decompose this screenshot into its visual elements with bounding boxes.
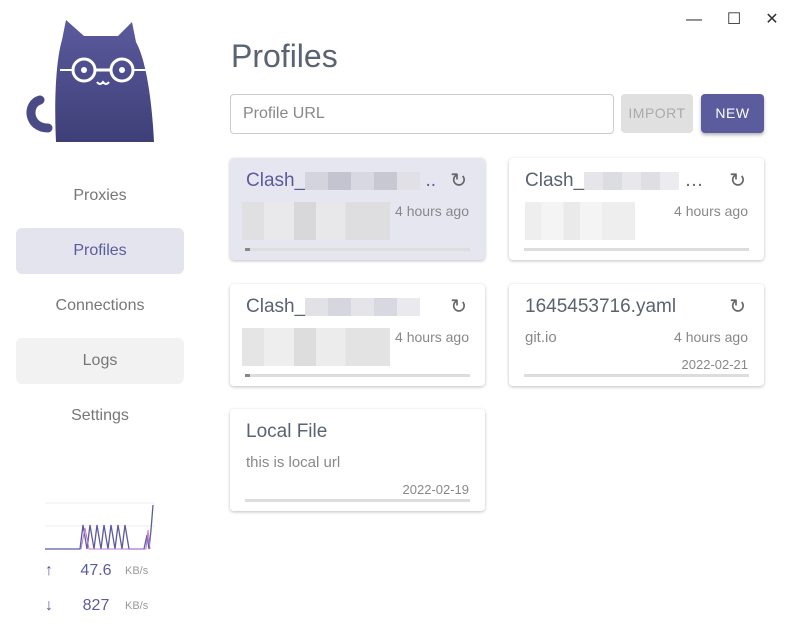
profile-url-input[interactable] <box>230 94 614 134</box>
usage-bar <box>245 248 470 251</box>
expire-date: 2022-02-19 <box>402 482 470 497</box>
download-value: 827 <box>82 597 110 614</box>
profile-card[interactable]: Clash_ ↻ 4 hours ago <box>230 284 485 386</box>
minimize-button[interactable]: — <box>686 11 702 28</box>
refresh-icon[interactable]: ↻ <box>729 170 746 192</box>
refresh-icon[interactable]: ↻ <box>729 296 746 318</box>
usage-bar <box>245 499 470 502</box>
profile-card[interactable]: 1645453716.yaml ↻ git.io 4 hours ago 202… <box>509 284 764 386</box>
upload-speed: ↑ 47.6 KB/s <box>45 562 148 580</box>
usage-bar <box>245 374 470 377</box>
sidebar-item-settings[interactable]: Settings <box>71 407 129 424</box>
updated-time: 4 hours ago <box>674 203 748 219</box>
profile-desc: git.io <box>525 329 557 346</box>
page-title: Profiles <box>231 38 338 74</box>
upload-unit: KB/s <box>125 565 149 577</box>
profile-name: 1645453716.yaml <box>525 296 677 317</box>
updated-time: 4 hours ago <box>674 329 748 345</box>
sidebar-item-connections[interactable]: Connections <box>55 297 145 314</box>
arrow-down-icon: ↓ <box>45 597 53 614</box>
refresh-icon[interactable]: ↻ <box>450 296 467 318</box>
updated-time: 4 hours ago <box>395 203 469 219</box>
arrow-up-icon: ↑ <box>45 562 53 579</box>
profile-card[interactable]: Local File this is local url 2022-02-19 <box>230 409 485 511</box>
usage-bar <box>524 248 749 251</box>
sidebar-item-proxies[interactable]: Proxies <box>73 187 127 204</box>
refresh-icon[interactable]: ↻ <box>450 170 467 192</box>
new-button[interactable]: NEW <box>701 94 764 133</box>
import-button[interactable]: IMPORT <box>621 94 693 133</box>
upload-value: 47.6 <box>80 562 112 579</box>
cat-logo <box>26 20 154 142</box>
maximize-button[interactable]: ☐ <box>726 11 742 28</box>
updated-time: 4 hours ago <box>395 329 469 345</box>
download-unit: KB/s <box>125 600 149 612</box>
profile-card[interactable]: Clash_ .. ↻ 4 hours ago <box>230 158 485 260</box>
profile-name: Local File <box>246 421 328 442</box>
expire-date: 2022-02-21 <box>681 357 749 372</box>
close-button[interactable]: ✕ <box>765 11 779 28</box>
traffic-graph <box>45 502 155 550</box>
profile-name: Clash_ .. <box>246 170 436 191</box>
sidebar: Proxies Profiles Connections Logs Settin… <box>0 0 200 626</box>
profile-card[interactable]: Clash_ … ↻ 4 hours ago <box>509 158 764 260</box>
sidebar-item-logs[interactable]: Logs <box>16 338 184 384</box>
profile-name: Clash_ <box>246 296 421 318</box>
profile-desc: this is local url <box>246 454 341 471</box>
usage-bar <box>524 374 749 377</box>
download-speed: ↓ 827 KB/s <box>45 597 148 615</box>
profile-name: Clash_ … <box>525 170 704 191</box>
sidebar-item-profiles[interactable]: Profiles <box>16 228 184 274</box>
